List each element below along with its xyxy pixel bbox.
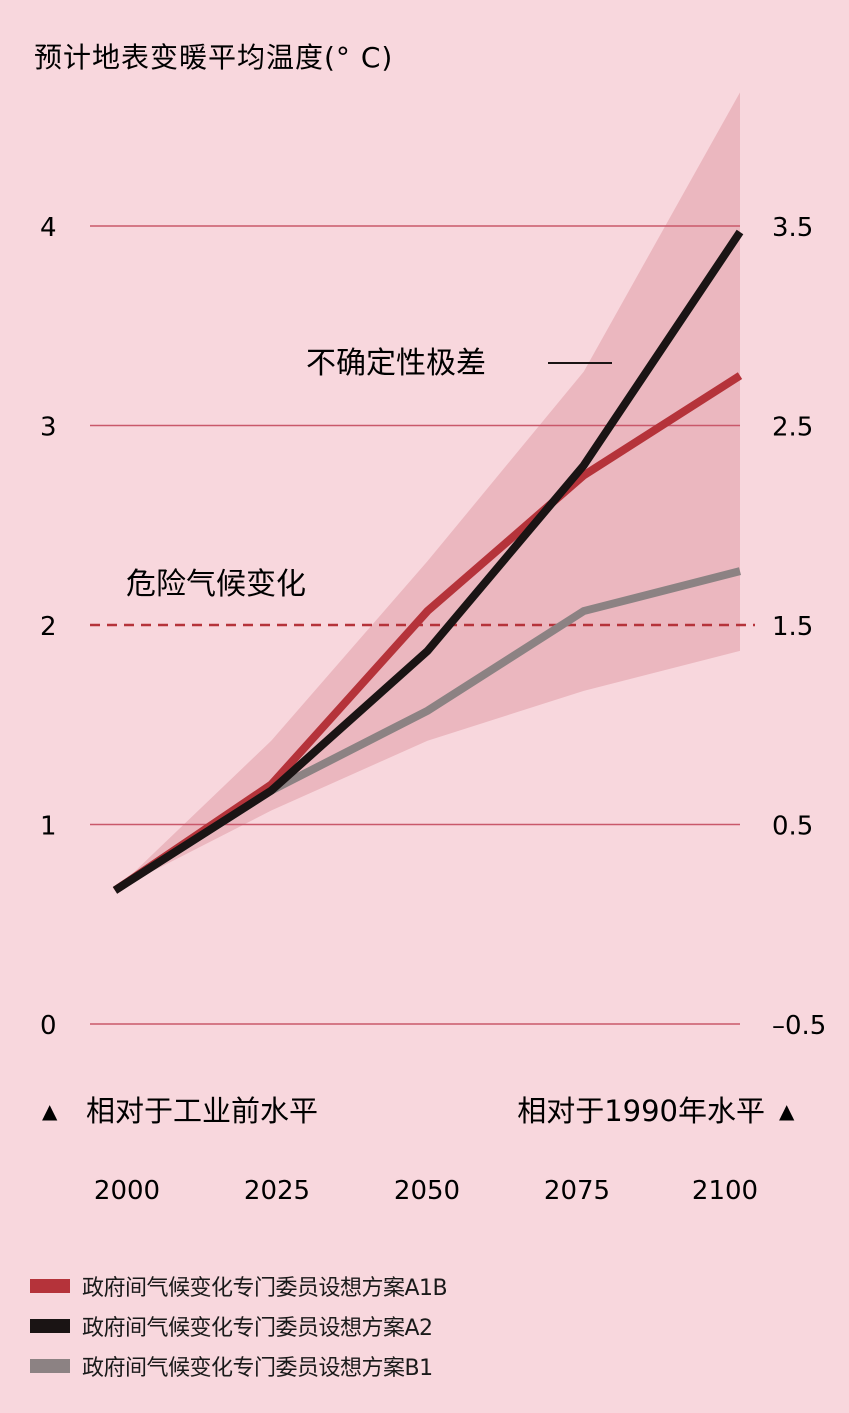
- x-tick-label: 2000: [94, 1176, 160, 1206]
- left-axis-label: 相对于工业前水平: [86, 1094, 318, 1128]
- threshold-label: 危险气候变化: [126, 567, 306, 602]
- right-tick-label: 1.5: [772, 612, 813, 642]
- legend-item-b1: 政府间气候变化专门委员设想方案B1: [30, 1346, 447, 1386]
- legend-label-a1b: 政府间气候变化专门委员设想方案A1B: [82, 1276, 448, 1301]
- left-tick-label: 1: [40, 812, 57, 842]
- series-lines: [112, 229, 744, 894]
- legend-label-a2: 政府间气候变化专门委员设想方案A2: [82, 1316, 433, 1341]
- right-tick-label: 3.5: [772, 213, 813, 243]
- x-tick-label: 2075: [544, 1176, 610, 1206]
- right-tick-label: –0.5: [772, 1011, 826, 1041]
- x-tick-label: 2050: [394, 1176, 460, 1206]
- legend-item-a1b: 政府间气候变化专门委员设想方案A1B: [30, 1266, 448, 1306]
- left-axis-arrow-icon: ▲: [42, 1099, 58, 1123]
- right-tick-label: 0.5: [772, 812, 813, 842]
- legend-swatch-a2: [30, 1319, 70, 1333]
- legend: 政府间气候变化专门委员设想方案A1B 政府间气候变化专门委员设想方案A2 政府间…: [30, 1266, 448, 1386]
- left-tick-label: 3: [40, 413, 57, 443]
- grid-lines: [90, 225, 740, 1025]
- legend-label-b1: 政府间气候变化专门委员设想方案B1: [82, 1356, 433, 1381]
- x-tick-label: 2025: [244, 1176, 310, 1206]
- left-tick-label: 2: [40, 612, 57, 642]
- right-axis-label: 相对于1990年水平: [517, 1094, 765, 1128]
- right-tick-label: 2.5: [772, 413, 813, 443]
- chart-title: 预计地表变暖平均温度(° C): [34, 41, 393, 74]
- series-line-a2: [112, 229, 744, 894]
- legend-item-a2: 政府间气候变化专门委员设想方案A2: [30, 1306, 447, 1346]
- left-tick-label: 0: [40, 1011, 57, 1041]
- axis-tick-labels: 0 1 2 3 4 –0.5 0.5 1.5 2.5 3.5 2000 2025 2050 2075 210…: [40, 213, 826, 1206]
- x-tick-label: 2100: [692, 1176, 758, 1206]
- uncertainty-band-label: 不确定性极差: [306, 346, 486, 381]
- left-tick-label: 4: [40, 213, 57, 243]
- legend-swatch-a1b: [30, 1279, 70, 1293]
- uncertainty-band: [115, 92, 740, 891]
- uncertainty-band-area: [115, 92, 740, 891]
- right-axis-arrow-icon: ▲: [779, 1099, 795, 1123]
- legend-swatch-b1: [30, 1359, 70, 1373]
